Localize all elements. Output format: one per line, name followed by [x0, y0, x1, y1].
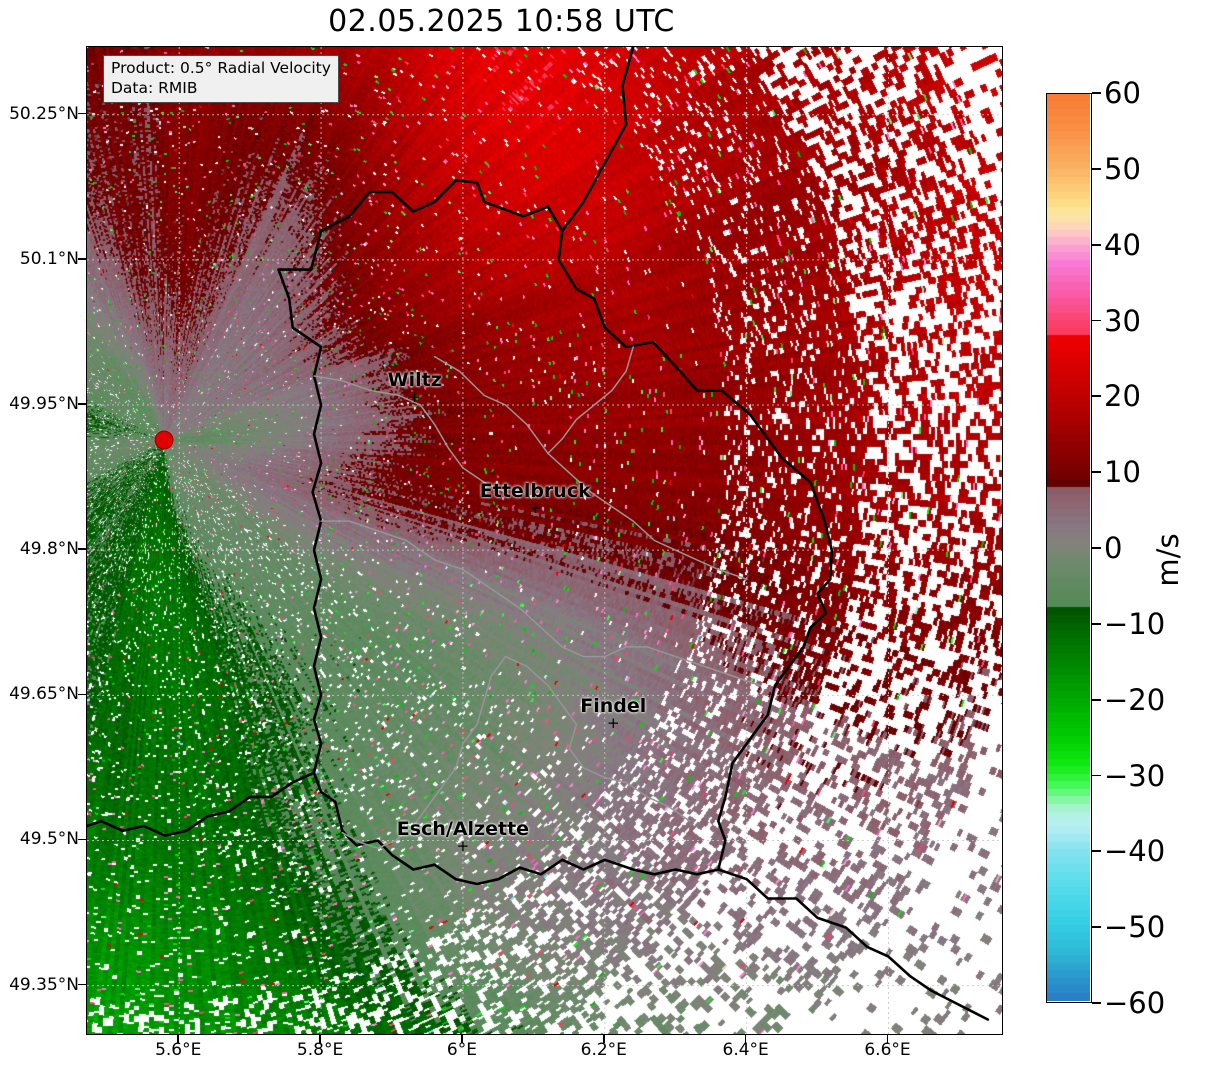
y-axis-tick [78, 112, 86, 115]
y-axis-tick [78, 983, 86, 986]
colorbar-tick [1092, 850, 1101, 853]
city-name: Esch/Alzette [396, 818, 530, 841]
colorbar-unit-label: m/s [1151, 533, 1185, 587]
district-border [547, 346, 634, 455]
y-axis-tick-label: 50.1°N [19, 248, 79, 269]
city-label-ettelbruck: Ettelbruck + [479, 479, 591, 517]
colorbar-tick [1092, 547, 1101, 549]
colorbar-tick-label: 0 [1104, 531, 1123, 565]
x-axis-tick-label: 6.4°E [722, 1040, 769, 1060]
city-name: Wiltz [387, 369, 442, 392]
colorbar-tick [1092, 92, 1101, 94]
district-border [394, 655, 507, 842]
colorbar-tick [1092, 622, 1101, 625]
x-axis-tick [319, 1035, 321, 1043]
y-axis-tick-label: 50.25°N [9, 103, 79, 124]
city-marker-icon: + [408, 388, 421, 407]
colorbar-tick [1092, 319, 1101, 322]
colorbar-tick-label: 10 [1104, 455, 1141, 490]
page-title: 02.05.2025 10:58 UTC [328, 4, 675, 39]
district-border [320, 520, 762, 687]
y-axis-tick-label: 49.95°N [9, 394, 79, 415]
city-label-wiltz: Wiltz + [387, 369, 442, 407]
y-axis-tick-label: 49.5°N [19, 829, 79, 850]
colorbar-tick-label: 60 [1104, 76, 1141, 110]
colorbar-tick-label: −60 [1104, 986, 1166, 1020]
city-label-esch-alzette: Esch/Alzette + [396, 818, 530, 856]
y-axis-tick [78, 838, 86, 841]
y-axis-tick-label: 49.8°N [19, 539, 79, 560]
colorbar-tick-label: 30 [1104, 303, 1141, 338]
colorbar-tick [1092, 243, 1101, 246]
district-border [433, 355, 748, 580]
radar-velocity-raster [87, 47, 1002, 1034]
colorbar-tick-label: −20 [1104, 682, 1166, 717]
colorbar-tick-label: 50 [1104, 151, 1141, 186]
colorbar-tick [1092, 926, 1101, 928]
x-axis-tick [603, 1035, 605, 1043]
colorbar-tick-label: 40 [1104, 227, 1141, 262]
x-axis-tick-label: 5.8°E [296, 1040, 344, 1060]
country-border-luxembourg [277, 179, 834, 886]
y-axis-tick [78, 548, 86, 550]
colorbar-tick [1092, 167, 1101, 170]
y-axis-tick [78, 258, 86, 260]
map-vector-overlay [87, 47, 1002, 1034]
y-axis-tick [78, 403, 86, 405]
colorbar [1046, 93, 1092, 1003]
x-axis-tick [461, 1035, 463, 1043]
colorbar-tick [1092, 395, 1101, 398]
x-axis-tick-label: 6.6°E [864, 1040, 911, 1060]
colorbar-tick-label: −30 [1104, 758, 1166, 793]
city-name: Findel [580, 694, 647, 717]
city-marker-icon: + [456, 837, 470, 856]
y-axis-tick-label: 49.35°N [9, 974, 79, 995]
x-axis-tick [744, 1035, 747, 1043]
district-border [341, 831, 397, 849]
data-source-line: Data: RMIB [111, 78, 198, 97]
x-axis-tick [886, 1035, 889, 1043]
colorbar-tick-label: 20 [1104, 379, 1141, 414]
radar-site-marker [154, 430, 174, 450]
y-axis-tick-label: 49.65°N [9, 684, 79, 705]
product-info-box: Product: 0.5° Radial Velocity Data: RMIB [103, 55, 339, 104]
x-axis-tick-label: 5.6°E [155, 1040, 202, 1060]
country-border-southeast [717, 868, 990, 1021]
colorbar-tick-label: −10 [1104, 606, 1166, 641]
colorbar-tick-label: −40 [1104, 834, 1166, 869]
city-name: Ettelbruck [479, 479, 591, 502]
map-gridlines [87, 47, 1002, 1034]
city-marker-icon: + [607, 713, 620, 732]
colorbar-tick [1092, 698, 1101, 701]
district-border [504, 655, 691, 822]
city-label-findel: Findel + [580, 694, 647, 732]
country-border-southwest [87, 771, 316, 837]
city-marker-icon: + [528, 498, 542, 517]
x-axis-tick [177, 1035, 179, 1043]
colorbar-tick-label: −50 [1104, 910, 1166, 945]
map-plot-area: Product: 0.5° Radial Velocity Data: RMIB… [86, 46, 1003, 1035]
product-line: Product: 0.5° Radial Velocity [111, 59, 331, 77]
y-axis-tick [78, 693, 86, 696]
colorbar-tick [1092, 774, 1101, 777]
country-border-north [560, 47, 635, 233]
colorbar-gradient [1047, 94, 1090, 1001]
x-axis-tick-label: 6.2°E [580, 1040, 627, 1060]
district-border [313, 375, 507, 493]
colorbar-tick [1092, 1002, 1101, 1004]
x-axis-tick-label: 6°E [446, 1040, 477, 1060]
colorbar-tick [1092, 471, 1101, 473]
